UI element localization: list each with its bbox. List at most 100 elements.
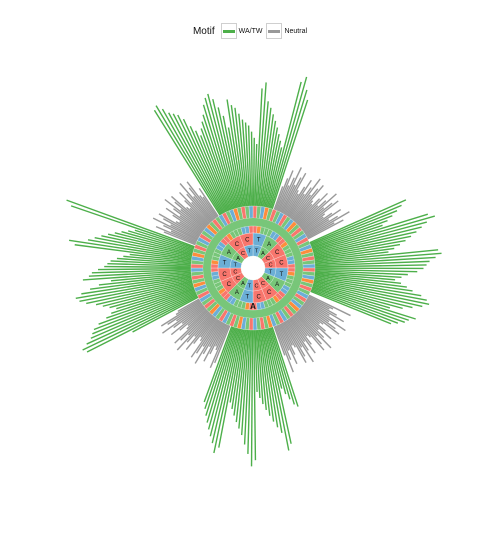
neutral-bar xyxy=(199,317,218,342)
outer-ring-segment xyxy=(248,205,254,219)
neutral-bar xyxy=(185,315,215,351)
wa-tw-bar xyxy=(243,329,251,445)
middle-ring-letter: A xyxy=(235,290,239,296)
wa-tw-bar xyxy=(314,277,422,297)
middle-ring-letter: C xyxy=(256,295,261,301)
inner-ring-letter: C xyxy=(236,276,240,282)
wa-tw-bar xyxy=(123,255,192,264)
inner-ring-letter: A xyxy=(261,251,265,257)
wa-tw-bar xyxy=(204,326,234,410)
wa-tw-bar xyxy=(110,272,192,282)
wa-tw-bar xyxy=(74,244,192,261)
inner-ring-letter: T xyxy=(248,284,252,290)
wa-tw-bar xyxy=(265,140,282,208)
wa-tw-bar xyxy=(68,239,192,260)
neutral-bar xyxy=(274,325,294,373)
wa-tw-bar xyxy=(116,257,192,265)
wa-tw-bar xyxy=(98,288,195,325)
wa-tw-bar xyxy=(238,113,249,207)
neutral-bar xyxy=(291,188,319,221)
wa-tw-bar xyxy=(265,328,292,444)
neutral-bar xyxy=(186,313,213,343)
wa-tw-bar xyxy=(217,107,241,208)
wa-tw-bar xyxy=(82,294,198,351)
wa-tw-bar xyxy=(106,287,195,319)
wa-tw-bar xyxy=(267,327,287,395)
neutral-bar xyxy=(307,219,344,240)
neutral-bar xyxy=(179,191,211,225)
wa-tw-bar xyxy=(207,327,238,430)
neutral-bar xyxy=(167,301,202,325)
neutral-bar xyxy=(173,304,204,329)
middle-ring-letter: C xyxy=(235,242,240,248)
neutral-bar xyxy=(193,195,214,221)
legend-item-wa-tw: WA/TW xyxy=(220,23,262,39)
neutral-bar xyxy=(282,172,307,215)
middle-ring-letter: A xyxy=(227,250,231,256)
wa-tw-bar xyxy=(202,114,235,210)
wa-tw-bar xyxy=(314,273,402,284)
center-letter: A xyxy=(250,302,256,311)
middle-ring-letter: A xyxy=(267,242,271,248)
wa-tw-bar xyxy=(267,81,302,209)
wa-tw-bar xyxy=(205,326,235,416)
neutral-bar xyxy=(297,310,319,331)
inner-ring-letter: A xyxy=(241,281,245,287)
neutral-bar xyxy=(273,326,286,356)
wa-tw-bar xyxy=(247,125,252,207)
wa-tw-bar xyxy=(312,284,391,309)
wa-tw-bar xyxy=(211,328,240,444)
wa-tw-bar xyxy=(116,285,194,310)
neutral-bar xyxy=(282,321,307,363)
wa-tw-bar xyxy=(314,269,408,276)
inner-ring-letter: A xyxy=(236,256,240,262)
wa-tw-bar xyxy=(255,329,261,399)
neutral-bar xyxy=(298,200,327,227)
wa-tw-bar xyxy=(87,239,193,259)
wa-tw-bar xyxy=(314,264,427,268)
wa-tw-bar xyxy=(250,329,254,467)
wa-tw-bar xyxy=(311,285,416,320)
neutral-bar xyxy=(195,319,220,354)
neutral-bar xyxy=(186,181,216,220)
wa-tw-bar xyxy=(93,289,196,331)
neutral-bar xyxy=(306,222,335,239)
neutral-bar xyxy=(303,302,346,332)
neutral-bar xyxy=(172,214,202,235)
wa-tw-bar xyxy=(222,115,242,208)
neutral-bar xyxy=(304,208,342,235)
wa-tw-bar xyxy=(98,274,192,286)
neutral-bar xyxy=(289,317,316,354)
neutral-bar xyxy=(295,311,332,349)
neutral-bar xyxy=(274,178,289,211)
middle-stripe-segment xyxy=(248,225,254,234)
wa-tw-bar xyxy=(260,329,275,422)
neutral-bar xyxy=(176,302,203,322)
wa-tw-bar xyxy=(271,99,309,210)
neutral-bar xyxy=(208,321,224,348)
center-hole xyxy=(241,256,265,280)
outer-ring-segment xyxy=(190,267,204,273)
neutral-bar xyxy=(299,207,325,229)
neutral-bar xyxy=(170,224,199,240)
wa-tw-bar xyxy=(310,215,393,247)
wa-tw-bar xyxy=(95,281,193,306)
wa-tw-bar xyxy=(70,205,195,249)
wa-tw-bar xyxy=(204,97,237,209)
wa-tw-bar xyxy=(201,121,234,210)
wa-tw-bar xyxy=(314,271,402,279)
neutral-bar xyxy=(190,318,219,358)
neutral-bar xyxy=(180,208,206,230)
middle-ring-letter: T xyxy=(257,238,261,244)
middle-ring-letter: T xyxy=(280,272,284,278)
middle-ring-letter: C xyxy=(267,290,272,296)
wa-tw-bar xyxy=(270,89,308,209)
neutral-bar xyxy=(278,177,295,212)
neutral-bar xyxy=(170,306,206,336)
wa-tw-bar xyxy=(313,231,417,256)
wa-tw-bar xyxy=(310,289,399,324)
wa-tw-bar xyxy=(75,277,193,300)
wa-tw-bar xyxy=(233,329,246,416)
wa-tw-bar xyxy=(264,328,290,451)
wa-tw-bar xyxy=(256,329,264,405)
